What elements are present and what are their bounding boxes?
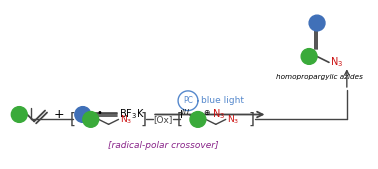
Circle shape — [75, 107, 91, 122]
Text: •: • — [97, 107, 102, 117]
Text: ⊕: ⊕ — [204, 108, 210, 117]
Circle shape — [83, 112, 99, 127]
Text: homopropargylic azides: homopropargylic azides — [276, 74, 363, 80]
Text: [: [ — [70, 112, 76, 127]
Text: N$_3$: N$_3$ — [330, 55, 343, 69]
Text: blue light: blue light — [201, 96, 244, 105]
Circle shape — [309, 15, 325, 31]
Text: I$^{III}$—: I$^{III}$— — [179, 108, 200, 121]
Text: N$_3$: N$_3$ — [119, 113, 132, 126]
Text: N$_3$: N$_3$ — [212, 108, 225, 121]
Text: [radical-polar crossover]: [radical-polar crossover] — [108, 141, 218, 150]
Text: [Ox]: [Ox] — [153, 115, 173, 124]
Text: ]: ] — [140, 112, 146, 127]
Circle shape — [11, 107, 27, 122]
Circle shape — [301, 49, 317, 64]
Text: PC: PC — [183, 96, 193, 105]
Text: ]: ] — [249, 112, 254, 127]
Text: [: [ — [177, 112, 183, 127]
Text: N$_3$: N$_3$ — [227, 113, 239, 126]
Circle shape — [190, 112, 206, 127]
Text: BF$_3$K: BF$_3$K — [119, 108, 144, 121]
Text: +: + — [54, 108, 64, 121]
